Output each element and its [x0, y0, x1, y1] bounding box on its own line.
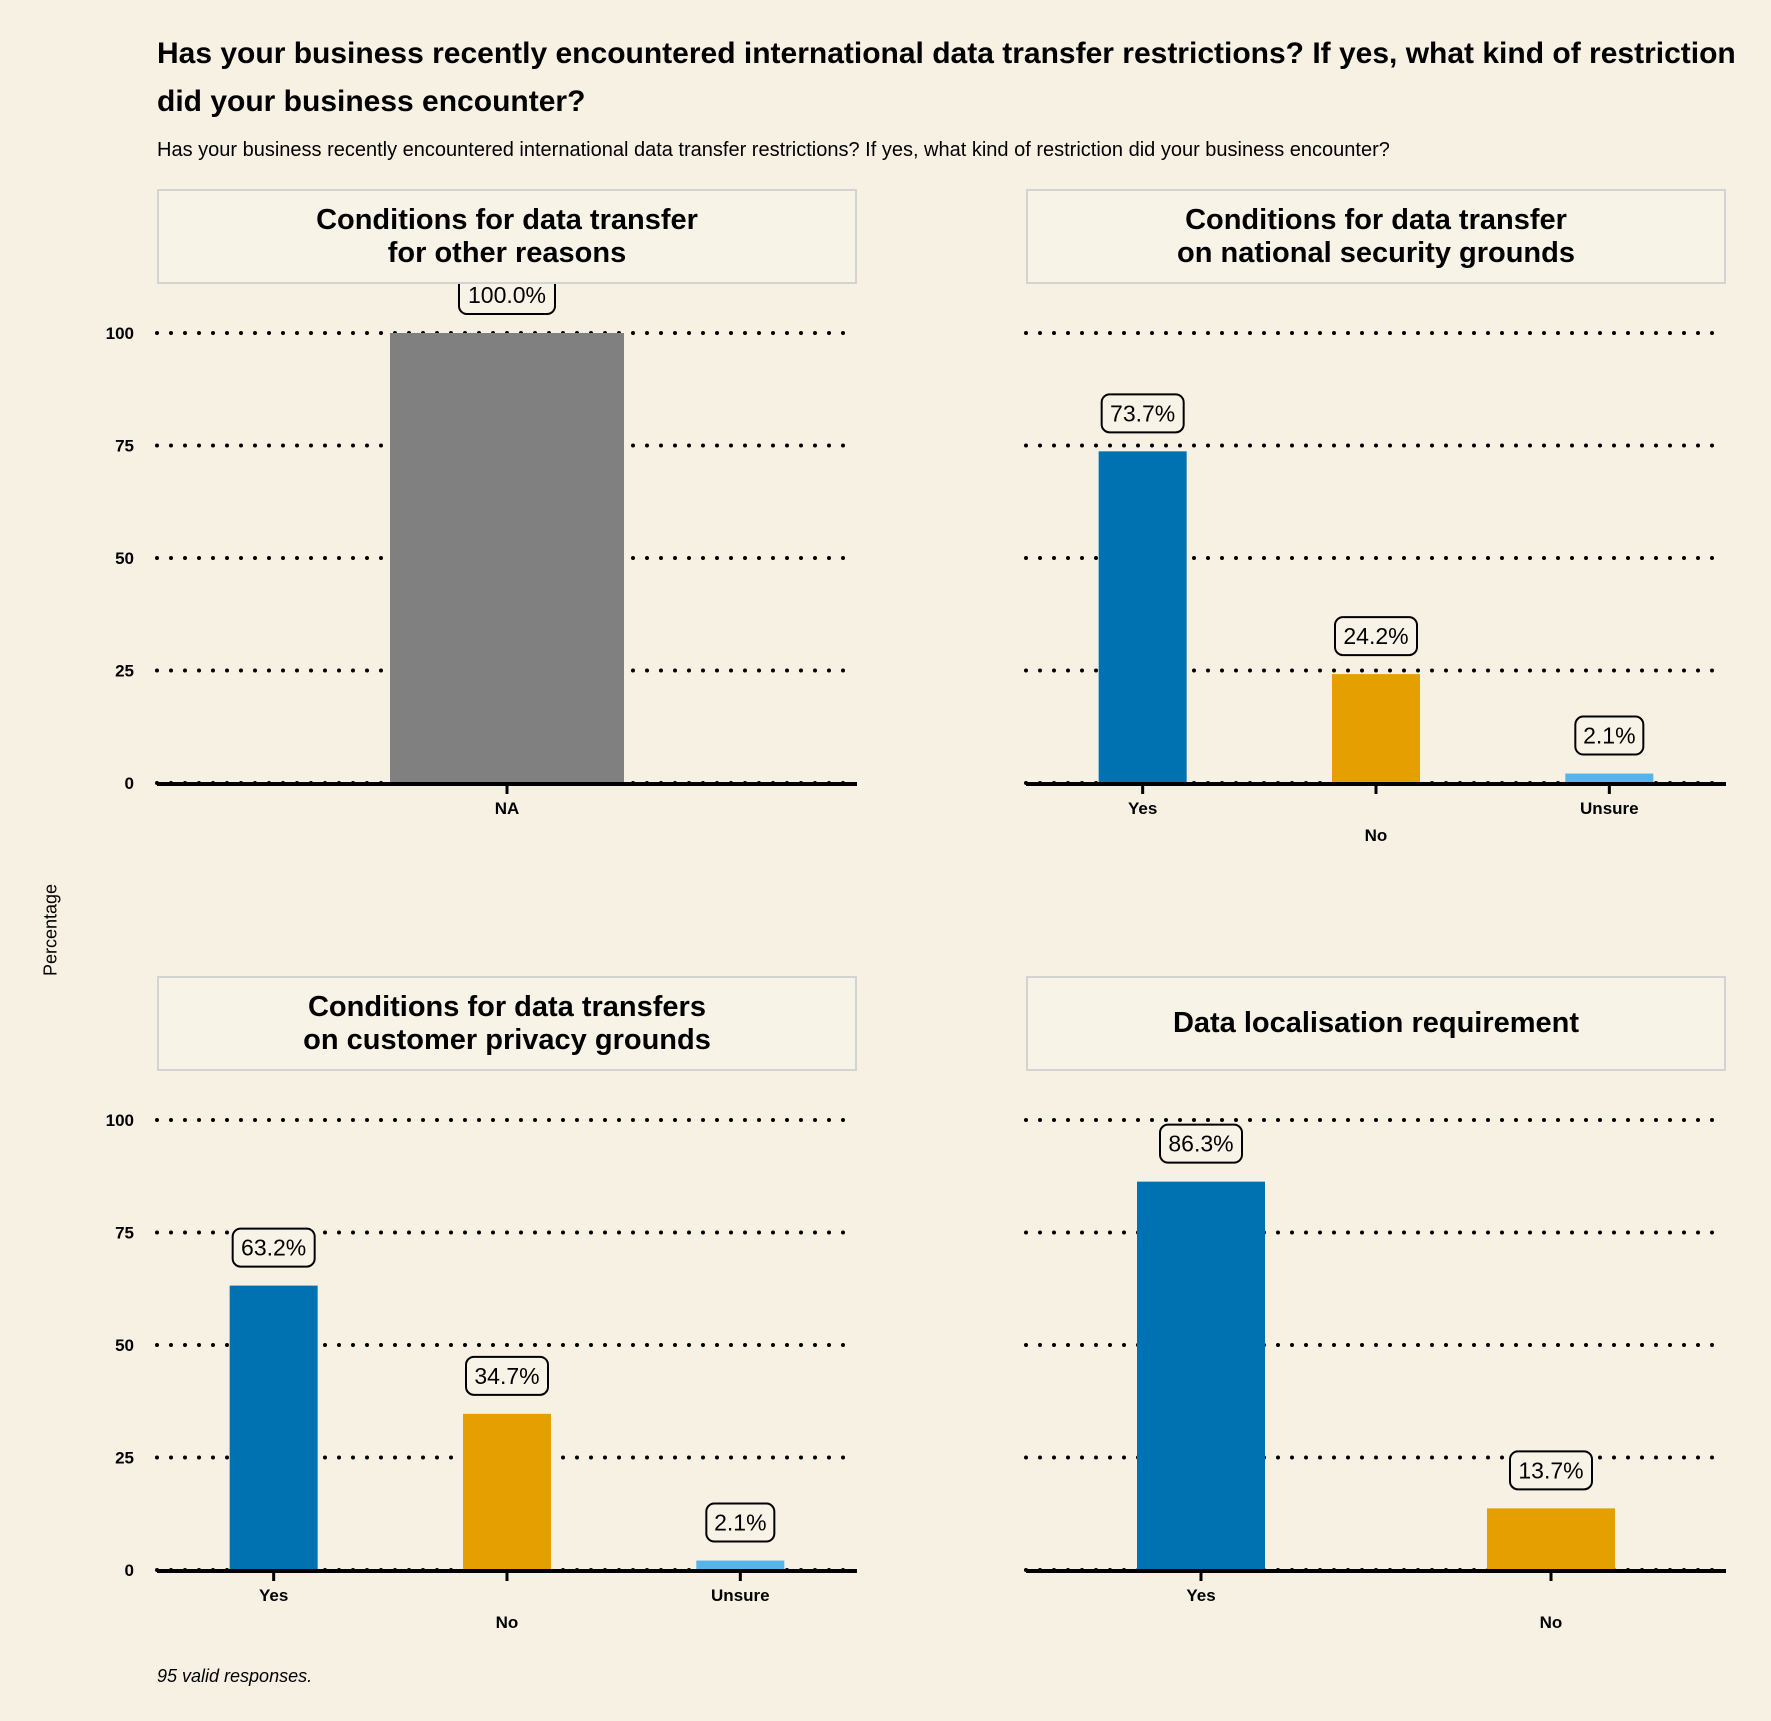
value-label-box — [231, 1227, 316, 1268]
value-label: 63.2% — [241, 1235, 306, 1261]
y-axis-label: Percentage — [40, 883, 61, 977]
x-tick-label: Yes — [1128, 799, 1157, 818]
y-tick-label: 50 — [115, 1336, 134, 1355]
value-label: 86.3% — [1168, 1131, 1233, 1157]
value-label-box — [705, 1502, 776, 1543]
y-tick-label: 0 — [125, 774, 134, 793]
facet-title: Conditions for data transfer on national… — [1026, 189, 1726, 284]
bar — [229, 1285, 318, 1570]
bar — [1137, 1181, 1265, 1570]
x-tick-label: No — [1540, 1613, 1563, 1632]
value-label: 73.7% — [1110, 400, 1175, 426]
x-tick-label: Unsure — [1580, 799, 1639, 818]
value-label: 100.0% — [468, 282, 546, 308]
facet-panel-national-security: Yes No Unsure 73.7% 24.2% 2.1% Conditions for… — [1006, 189, 1771, 889]
x-tick-label: No — [1365, 826, 1388, 845]
caption: 95 valid responses. — [157, 1666, 313, 1686]
value-label-box — [1100, 393, 1185, 434]
value-label-box — [465, 1355, 549, 1396]
value-label: 24.2% — [1343, 623, 1408, 649]
bar — [1098, 451, 1187, 783]
facet-title: Data localisation requirement — [1026, 976, 1726, 1071]
bar-plot-customer-privacy: 0 25 50 75 100 Yes No Unsure 63.2% 34.7% 2.1% — [106, 1111, 859, 1632]
y-tick-label: 100 — [106, 324, 134, 343]
bar — [463, 1413, 551, 1570]
y-tick-label: 25 — [115, 662, 134, 681]
x-tick-label: Yes — [259, 1586, 288, 1605]
value-label: 2.1% — [714, 1510, 766, 1536]
x-tick-label: Yes — [1186, 1586, 1215, 1605]
facet-panel-customer-privacy: 0 25 50 75 100 Yes No Unsure 63.2% 34.7% 2.1% Cond… — [106, 976, 997, 1676]
value-label: 13.7% — [1518, 1457, 1583, 1483]
bar-plot-national-security: Yes No Unsure 73.7% 24.2% 2.1% — [1024, 331, 1728, 845]
y-tick-label: 100 — [106, 1111, 134, 1130]
x-tick-label: No — [496, 1613, 519, 1632]
facet-title: Conditions for data transfer for other r… — [157, 189, 857, 284]
bar — [390, 333, 624, 783]
bar — [1332, 674, 1420, 783]
facet-title: Conditions for data transfers on custome… — [157, 976, 857, 1071]
y-tick-label: 25 — [115, 1449, 134, 1468]
x-tick-label: Unsure — [711, 1586, 770, 1605]
bar — [696, 1560, 785, 1570]
bar — [1565, 773, 1654, 783]
value-label: 2.1% — [1583, 723, 1635, 749]
y-tick-label: 50 — [115, 549, 134, 568]
chart-subtitle: Has your business recently encountered i… — [157, 139, 1390, 161]
bar — [1487, 1508, 1615, 1570]
value-label-box — [1509, 1450, 1593, 1491]
value-label: 34.7% — [474, 1363, 539, 1389]
bar-plot-other-reasons: 0 25 50 75 100 NA 100.0% — [106, 275, 859, 818]
value-label-box — [1159, 1123, 1243, 1164]
facet-panel-other-reasons: 0 25 50 75 100 NA 100.0% Conditions for data t… — [106, 189, 997, 889]
chart-title: Has your business recently encountered i… — [157, 37, 1736, 118]
x-tick-label: NA — [495, 799, 520, 818]
facet-panel-data-localisation: Yes No 86.3% 13.7% Data localisation requir… — [1006, 976, 1771, 1676]
bar-plot-data-localisation: Yes No 86.3% 13.7% — [1024, 1118, 1728, 1632]
y-tick-label: 75 — [115, 437, 134, 456]
value-label-box — [1574, 715, 1645, 756]
y-tick-label: 0 — [125, 1561, 134, 1580]
value-label-box — [1334, 616, 1418, 657]
y-tick-label: 75 — [115, 1224, 134, 1243]
